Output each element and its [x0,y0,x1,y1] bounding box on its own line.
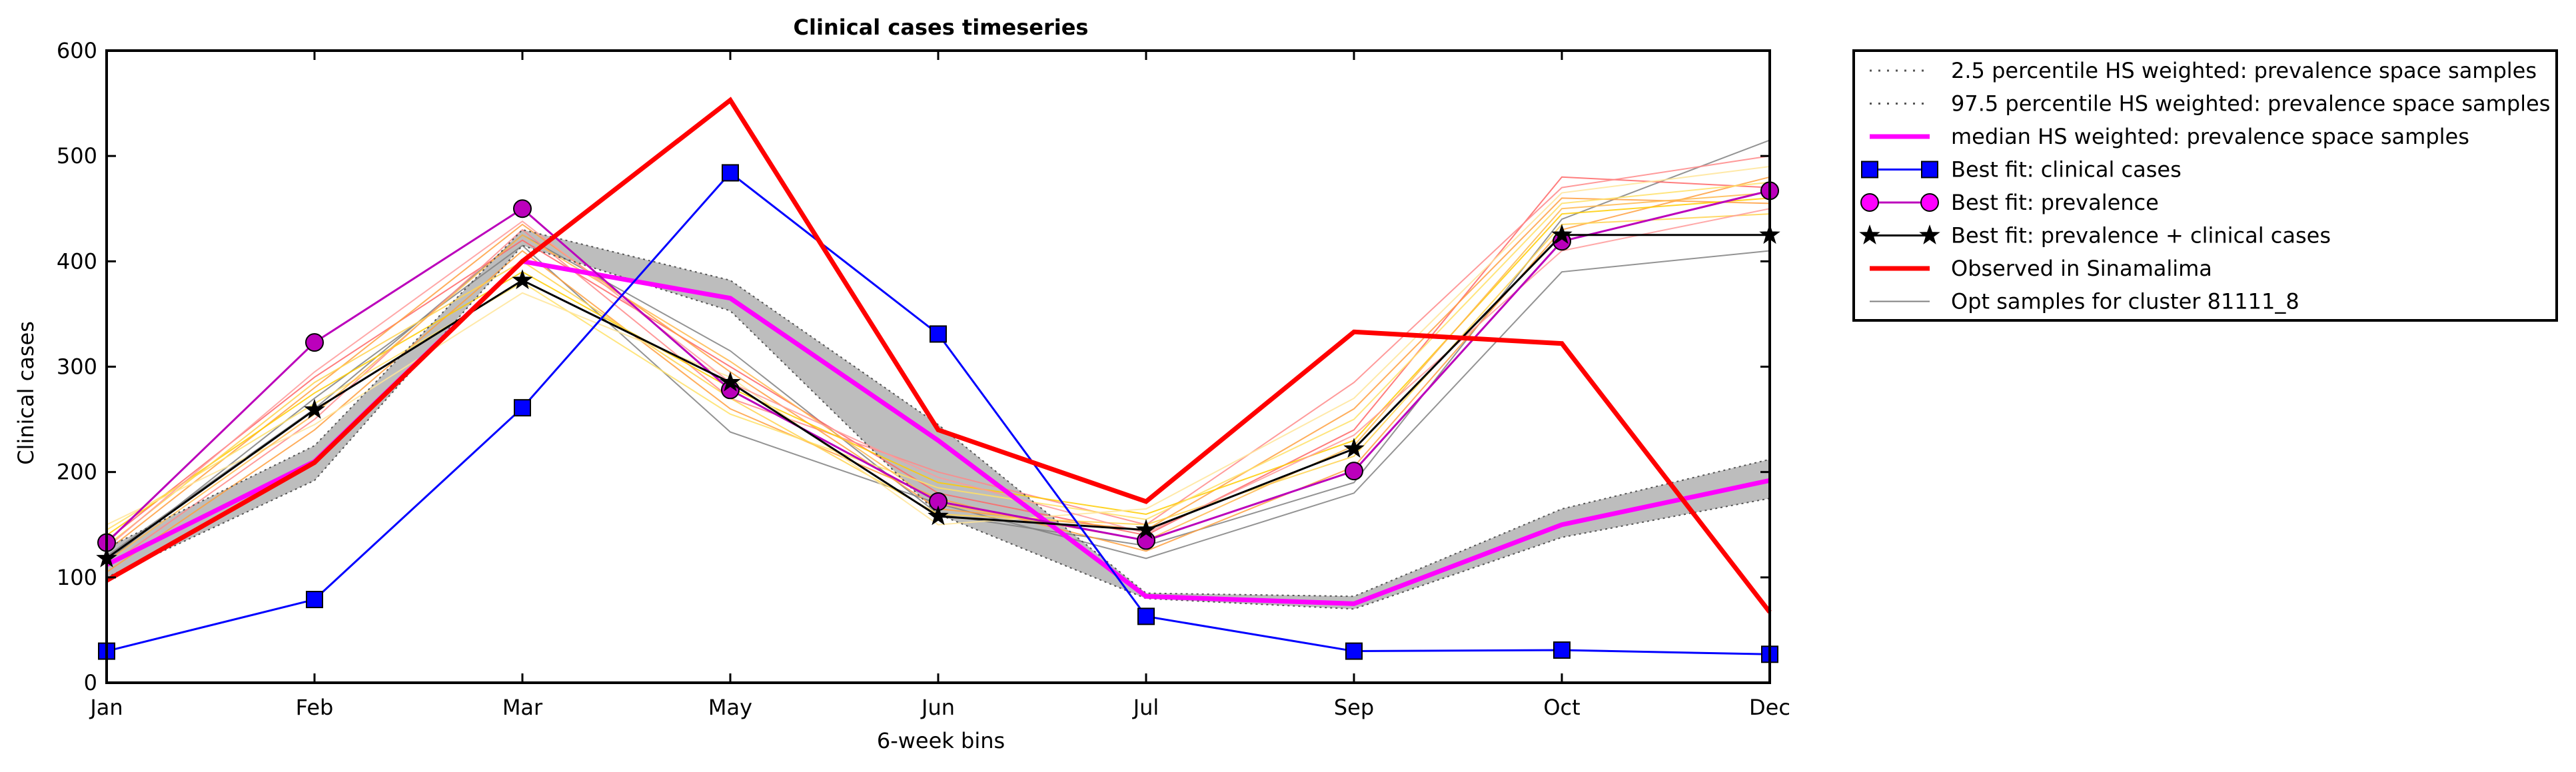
sample-line [106,181,1770,531]
y-tick-label: 500 [57,143,97,169]
legend-marker [1861,161,1878,179]
chart-title: Clinical cases timeseries [794,15,1089,40]
data-point [1135,519,1157,540]
legend-label: Best fit: clinical cases [1951,157,2182,183]
y-tick-label: 600 [57,38,97,63]
plot-area: 0 100 200 300 400 500 600 Jan Feb Mar May Jun Jul Sep… [57,38,1790,720]
legend-entry: Opt samples for cluster 81111_8 [1870,289,2299,314]
y-axis-label: Clinical cases [13,321,39,465]
legend-marker [1921,161,1938,179]
x-tick-label: May [708,695,752,720]
data-point [1345,462,1363,481]
data-point [304,398,325,419]
series-line [106,228,1770,597]
legend-label: Observed in Sinamalima [1951,256,2212,281]
legend-marker [1859,224,1880,244]
y-tick-label: 300 [57,354,97,380]
legend-label: median HS weighted: prevalence space sam… [1951,124,2469,149]
data-point [306,591,323,609]
y-tick-label: 100 [57,565,97,590]
y-tick-label: 200 [57,460,97,485]
series-line [105,97,1772,614]
data-point [930,325,947,343]
legend-label: Opt samples for cluster 81111_8 [1951,289,2299,314]
data-point [720,371,741,392]
legend-entry: 97.5 percentile HS weighted: prevalence … [1870,91,2550,117]
data-point [514,399,531,417]
legend-entry: 2.5 percentile HS weighted: prevalence s… [1870,58,2537,83]
data-point [305,333,324,352]
legend-entry: Best fit: prevalence [1860,190,2159,215]
sample-line [106,197,1770,536]
sample-line [106,208,1770,549]
plot-frame [105,49,1771,684]
legend-box [1852,49,2558,322]
data-point [928,505,949,526]
legend-marker [1919,224,1940,244]
legend: 2.5 percentile HS weighted: prevalence s… [1852,49,2558,322]
legend-label: Best fit: prevalence [1951,190,2159,215]
sample-line [106,165,1770,526]
x-tick-label: Oct [1543,695,1580,720]
x-tick-label: Jul [1132,695,1159,720]
x-tick-label: Dec [1749,695,1790,720]
legend-entry: Observed in Sinamalima [1870,256,2212,281]
data-point [1137,531,1155,550]
data-point [722,164,739,182]
data-point [1343,438,1365,458]
x-axis-label: 6-week bins [877,728,1005,753]
legend-label: Best fit: prevalence + clinical cases [1951,223,2331,248]
data-point [1553,641,1571,659]
x-tick-label: Mar [502,695,543,720]
legend-entry: median HS weighted: prevalence space sam… [1870,124,2469,149]
x-tick-label: Sep [1334,695,1374,720]
data-point [1137,607,1155,625]
y-tick-label: 0 [84,670,97,695]
legend-entry: Best fit: clinical cases [1861,157,2182,183]
legend-marker [1920,193,1939,212]
x-tick-label: Jan [89,695,123,720]
data-point [513,199,532,218]
legend-entry: Best fit: prevalence + clinical cases [1859,223,2331,248]
legend-label: 97.5 percentile HS weighted: prevalence … [1951,91,2550,117]
data-point [512,269,533,290]
data-point [1551,224,1573,244]
y-tick-label: 400 [57,248,97,274]
data-point [1345,642,1363,660]
sample-line [106,155,1770,568]
legend-label: 2.5 percentile HS weighted: prevalence s… [1951,58,2537,83]
x-tick-label: Jun [920,695,955,720]
x-tick-label: Feb [296,695,334,720]
legend-marker [1860,193,1879,212]
